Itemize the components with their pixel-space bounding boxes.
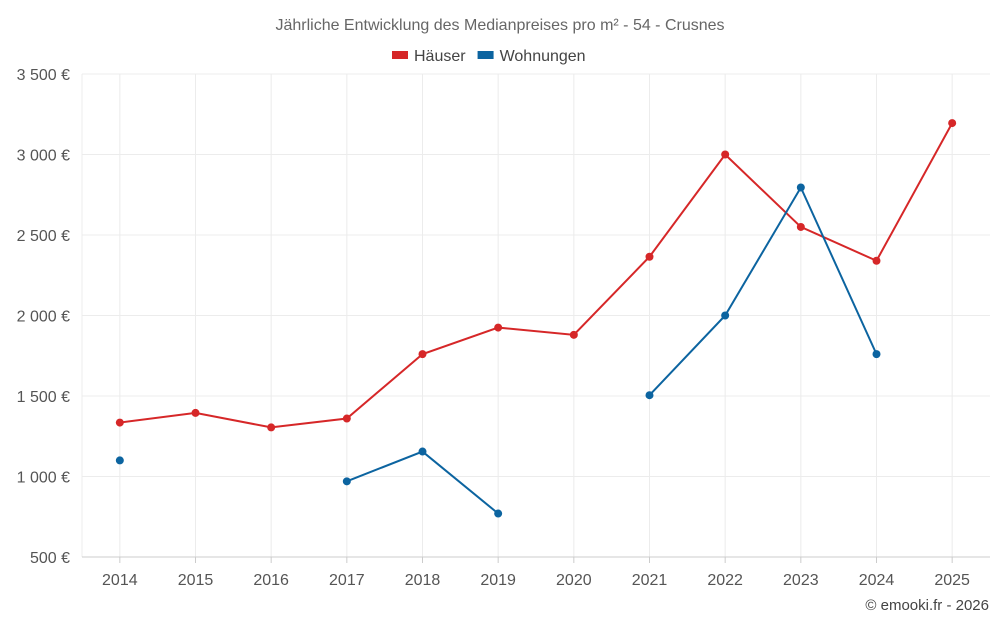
axes: 500 € 1 000 € 1 500 € 2 000 € 2 500 € 3 000 €… — [17, 67, 990, 589]
data-point[interactable] — [645, 391, 654, 400]
data-point[interactable] — [872, 256, 881, 265]
data-point[interactable] — [494, 509, 503, 518]
x-tick-label: 2017 — [329, 572, 365, 589]
data-point[interactable] — [645, 252, 654, 261]
y-tick-label: 500 € — [30, 550, 70, 567]
legend-item[interactable]: Wohnungen — [477, 48, 586, 65]
grid — [81, 73, 990, 557]
x-tick-label: 2016 — [253, 572, 289, 589]
y-tick-label: 3 000 € — [17, 148, 70, 165]
data-point[interactable] — [342, 477, 351, 486]
legend-label: Wohnungen — [500, 48, 586, 65]
x-tick-label: 2025 — [934, 572, 970, 589]
data-point[interactable] — [948, 119, 957, 128]
legend-swatch — [477, 51, 494, 59]
data-point[interactable] — [418, 447, 427, 456]
y-tick-label: 1 000 € — [17, 470, 70, 487]
data-point[interactable] — [191, 408, 200, 417]
legend-label: Häuser — [414, 48, 466, 65]
legend: Häuser Wohnungen — [392, 48, 586, 65]
x-tick-label: 2014 — [102, 572, 138, 589]
chart-title: Jährliche Entwicklung des Medianpreises … — [275, 17, 724, 34]
x-tick-label: 2021 — [632, 572, 668, 589]
x-tick-label: 2023 — [783, 572, 819, 589]
data-point[interactable] — [721, 311, 730, 320]
data-point[interactable] — [115, 456, 124, 465]
data-point[interactable] — [494, 323, 503, 332]
data-point[interactable] — [721, 150, 730, 159]
series-wohnungen — [115, 183, 881, 518]
x-tick-label: 2022 — [707, 572, 743, 589]
data-point[interactable] — [796, 222, 805, 231]
credit-text: © emooki.fr - 2026 — [865, 597, 989, 614]
x-tick-label: 2024 — [859, 572, 895, 589]
data-point[interactable] — [796, 183, 805, 192]
x-tick-label: 2020 — [556, 572, 592, 589]
data-point[interactable] — [418, 350, 427, 359]
x-tick-label: 2018 — [405, 572, 441, 589]
series-layer — [115, 119, 957, 518]
data-point[interactable] — [115, 418, 124, 427]
y-tick-label: 3 500 € — [17, 67, 70, 84]
x-tick-label: 2019 — [480, 572, 516, 589]
y-tick-label: 1 500 € — [17, 389, 70, 406]
legend-swatch — [392, 51, 408, 59]
series-haeuser — [115, 119, 957, 432]
y-tick-label: 2 000 € — [17, 309, 70, 326]
data-point[interactable] — [342, 414, 351, 423]
data-point[interactable] — [267, 423, 276, 432]
data-point[interactable] — [872, 350, 881, 359]
series-line — [648, 185, 878, 396]
legend-item[interactable]: Häuser — [392, 48, 466, 65]
x-tick-label: 2015 — [178, 572, 214, 589]
series-line — [119, 122, 954, 429]
y-tick-label: 2 500 € — [17, 228, 70, 245]
data-point[interactable] — [569, 330, 578, 339]
